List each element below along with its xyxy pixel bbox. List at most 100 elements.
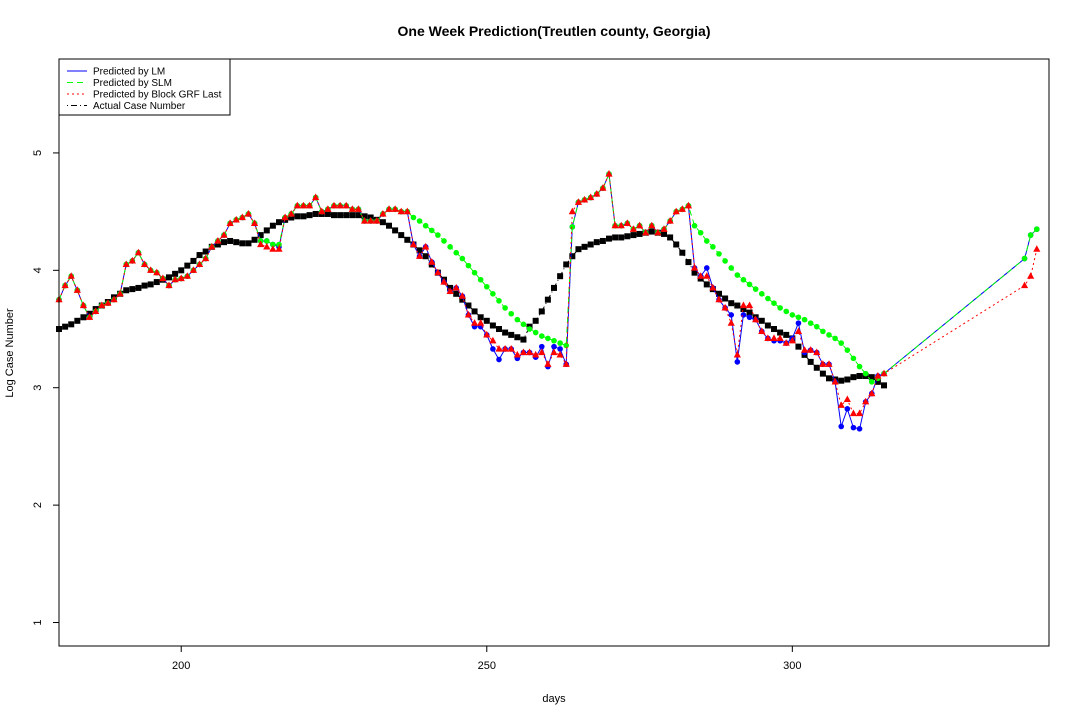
data-point (538, 348, 546, 356)
data-point (690, 263, 699, 271)
data-point (275, 245, 283, 252)
data-point (397, 207, 405, 215)
data-point (679, 249, 686, 256)
legend-label: Predicted by Block GRF Last (93, 90, 222, 101)
data-point (856, 363, 863, 370)
data-point (116, 289, 124, 297)
data-point (635, 221, 644, 229)
data-point (660, 225, 668, 232)
data-point (765, 295, 771, 302)
data-point (697, 272, 705, 279)
data-point (764, 334, 772, 342)
data-point (715, 295, 723, 303)
data-point (62, 323, 69, 330)
data-point (758, 327, 766, 334)
data-point (447, 244, 453, 250)
data-point (783, 308, 790, 315)
data-point (422, 253, 429, 260)
data-point (709, 283, 717, 291)
data-point (495, 344, 503, 352)
data-point (477, 319, 485, 326)
data-point (831, 377, 839, 385)
data-point (874, 371, 882, 379)
data-point (838, 423, 845, 430)
data-point (507, 344, 515, 352)
data-point (343, 212, 350, 219)
data-point (556, 350, 564, 358)
data-point (336, 201, 344, 209)
axes-layer: 200 250 300 1 2 3 4 5 (32, 150, 802, 672)
data-point (672, 207, 680, 215)
data-point (826, 375, 832, 382)
data-point (306, 212, 313, 219)
data-point (648, 221, 656, 229)
data-point (263, 238, 270, 244)
data-point (599, 184, 607, 191)
data-point (795, 320, 802, 326)
data-point (202, 248, 209, 255)
data-point (593, 190, 601, 197)
data-point (710, 244, 716, 250)
x-axis-label: days (542, 693, 566, 705)
data-point (850, 424, 857, 431)
data-point (703, 265, 710, 271)
data-point (196, 252, 203, 259)
data-point (557, 340, 563, 346)
data-point (557, 273, 564, 280)
data-point (73, 286, 81, 293)
data-point (844, 376, 851, 383)
data-point (330, 201, 338, 209)
data-point (801, 316, 808, 323)
data-point (257, 232, 264, 239)
data-point (642, 228, 650, 236)
data-point (403, 207, 411, 215)
data-point (477, 314, 484, 321)
data-point (574, 198, 583, 205)
data-point (825, 360, 833, 367)
data-point (141, 282, 148, 289)
data-point (373, 217, 381, 224)
data-point (92, 307, 100, 315)
data-point (471, 269, 478, 276)
data-point (739, 301, 748, 309)
data-point (464, 310, 473, 318)
data-point (776, 334, 784, 342)
data-point (580, 195, 589, 203)
data-point (398, 232, 405, 239)
data-point (392, 227, 399, 234)
data-point (85, 313, 94, 320)
data-point (575, 246, 582, 253)
data-point (849, 409, 858, 417)
data-point (440, 278, 448, 285)
data-point (361, 213, 368, 220)
series-layer (55, 170, 1041, 432)
data-point (703, 238, 710, 244)
data-point (794, 327, 803, 334)
data-point (208, 242, 216, 250)
data-point (728, 300, 735, 307)
data-point (128, 256, 136, 264)
data-point (758, 291, 765, 297)
data-point (129, 286, 136, 293)
data-point (807, 346, 815, 353)
data-point (1020, 281, 1029, 289)
data-point (532, 317, 539, 324)
data-point (721, 303, 729, 311)
data-point (367, 217, 375, 224)
data-point (300, 213, 307, 220)
data-point (276, 241, 282, 248)
chart-title: One Week Prediction(Treutlen county, Geo… (398, 23, 711, 39)
data-point (563, 342, 570, 349)
data-point (819, 360, 827, 367)
data-point (538, 333, 545, 339)
data-point (557, 346, 563, 352)
data-point (221, 239, 227, 246)
data-point (501, 344, 509, 352)
data-point (459, 255, 466, 262)
data-point (862, 370, 869, 377)
data-point (813, 323, 820, 330)
data-point (771, 300, 777, 306)
data-point (544, 296, 551, 303)
data-point (691, 269, 698, 276)
data-point (844, 347, 851, 353)
